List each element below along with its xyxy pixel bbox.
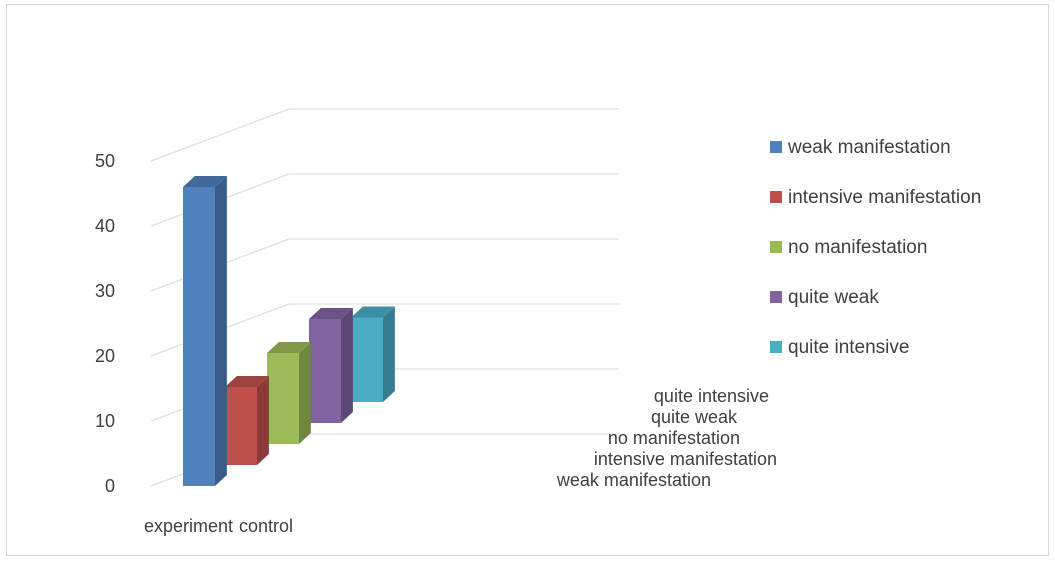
- legend: weak manifestation intensive manifestatio…: [770, 137, 981, 358]
- bar-front: [183, 187, 215, 486]
- legend-item: weak manifestation: [770, 137, 951, 158]
- depth-axis-label: quite weak: [651, 407, 738, 427]
- bar-side: [341, 307, 353, 423]
- depth-axis-label: quite intensive: [654, 386, 769, 406]
- chart-frame: 0 10 20 30 40 50 experiment control quite inte…: [6, 4, 1049, 556]
- bar-top: [183, 175, 227, 187]
- bar-front: [225, 387, 257, 465]
- bar-side: [299, 341, 311, 444]
- legend-label: no manifestation: [788, 237, 927, 258]
- y-tick-label: 50: [95, 151, 115, 171]
- legend-item: no manifestation: [770, 237, 927, 258]
- bar-top: [267, 341, 311, 353]
- chart-svg: 0 10 20 30 40 50 experiment control quite inte…: [95, 108, 981, 536]
- category-labels: experiment control: [144, 516, 293, 536]
- category-label: control: [239, 516, 293, 536]
- legend-label: intensive manifestation: [788, 187, 981, 208]
- bar-side: [215, 175, 227, 486]
- legend-swatch: [770, 291, 782, 303]
- legend-swatch: [770, 191, 782, 203]
- legend-swatch: [770, 341, 782, 353]
- y-tick-label: 30: [95, 281, 115, 301]
- bar-front: [309, 319, 341, 423]
- legend-label: quite weak: [788, 287, 879, 308]
- legend-item: quite weak: [770, 287, 879, 308]
- bar-no-manifestation: [267, 341, 311, 444]
- bar-quite-intensive: [351, 306, 395, 402]
- depth-axis-label: no manifestation: [608, 428, 740, 448]
- bar-side: [257, 375, 269, 465]
- y-tick-label: 0: [105, 476, 115, 496]
- legend-swatch: [770, 141, 782, 153]
- legend-label: quite intensive: [788, 337, 909, 358]
- bar-front: [267, 353, 299, 444]
- y-axis-ticks: 0 10 20 30 40 50: [95, 151, 115, 496]
- bar-intensive-manifestation: [225, 375, 269, 465]
- y-tick-label: 20: [95, 346, 115, 366]
- bar-top: [225, 375, 269, 387]
- legend-item: intensive manifestation: [770, 187, 981, 208]
- bar-quite-weak: [309, 307, 353, 423]
- y-tick-label: 10: [95, 411, 115, 431]
- legend-label: weak manifestation: [787, 137, 951, 158]
- bar-top: [309, 307, 353, 319]
- y-tick-label: 40: [95, 216, 115, 236]
- bar-top: [351, 306, 395, 318]
- bars-layer: [183, 175, 395, 486]
- bar-weak-manifestation: [183, 175, 227, 486]
- depth-axis-label: intensive manifestation: [594, 449, 777, 469]
- gridline-diagonal: [150, 108, 290, 162]
- depth-axis-label: weak manifestation: [556, 470, 711, 490]
- legend-swatch: [770, 241, 782, 253]
- category-label: experiment: [144, 516, 233, 536]
- bar-side: [383, 306, 395, 402]
- bar-front: [351, 317, 383, 402]
- legend-item: quite intensive: [770, 337, 909, 358]
